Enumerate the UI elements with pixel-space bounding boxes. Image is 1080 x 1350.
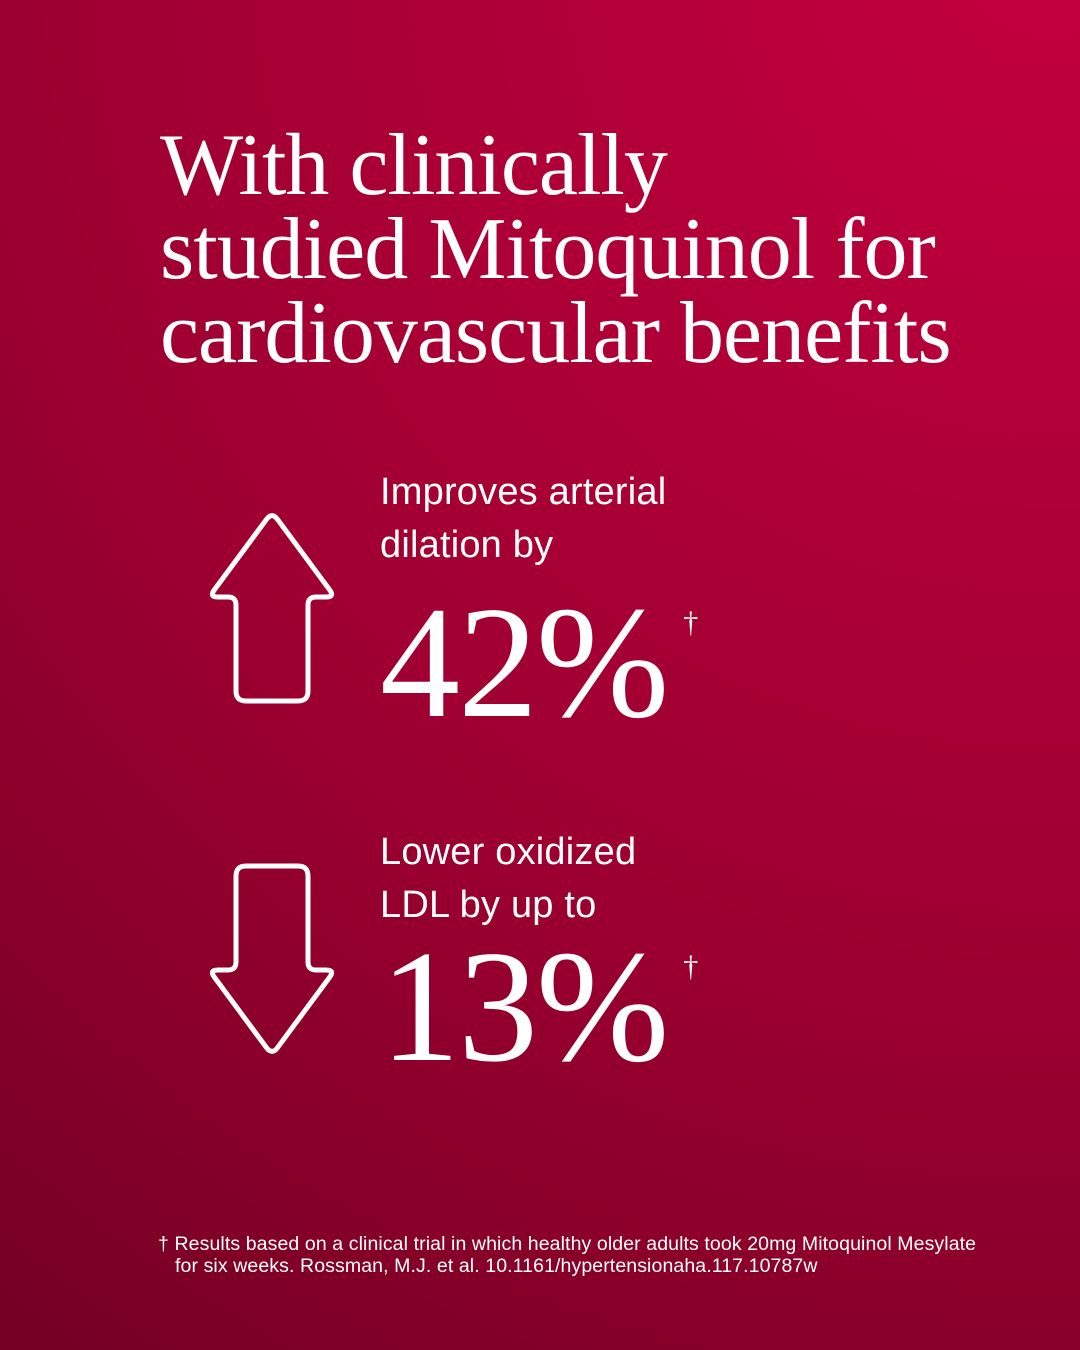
arrow-up-icon — [205, 508, 339, 705]
stat-2-label-line-1: Lower oxidized — [380, 831, 637, 873]
headline-line-2: studied Mitoquinol for — [160, 201, 936, 298]
stat-1-value: 42% † — [380, 582, 698, 742]
footnote: † Results based on a clinical trial in w… — [158, 1233, 985, 1277]
stat-2-label-line-2: LDL by up to — [380, 884, 597, 926]
stat-2-dagger-marker: † — [683, 950, 699, 983]
stat-1-label: Improves arterial dilation by — [380, 466, 666, 572]
headline-line-3: cardiovascular benefits — [160, 285, 952, 382]
stat-1-label-line-1: Improves arterial — [380, 471, 667, 513]
stat-1-dagger-marker: † — [683, 606, 699, 639]
stat-1-number: 42% — [380, 573, 669, 751]
footnote-line-1: Results based on a clinical trial in whi… — [174, 1233, 977, 1255]
stat-2-number: 13% — [380, 917, 669, 1095]
stat-1-label-line-2: dilation by — [380, 524, 554, 566]
headline: With clinically studied Mitoquinol for c… — [160, 117, 952, 382]
stat-2-value: 13% † — [380, 926, 698, 1086]
stat-2-label: Lower oxidized LDL by up to — [380, 826, 636, 932]
headline-line-1: With clinically — [160, 117, 668, 214]
arrow-down-icon — [205, 862, 339, 1059]
footnote-line-2: for six weeks. Rossman, M.J. et al. 10.1… — [175, 1254, 818, 1277]
footnote-dagger-marker: † — [158, 1233, 169, 1255]
